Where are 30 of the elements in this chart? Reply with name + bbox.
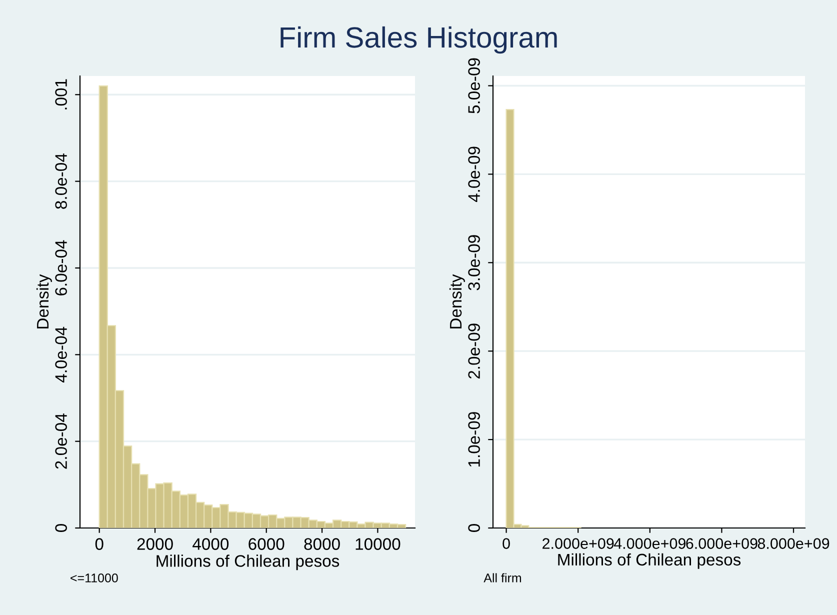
y-tick-label: 2.0e-04	[55, 414, 67, 469]
x-axis-title: Millions of Chilean pesos	[558, 553, 741, 569]
y-axis-title: Density	[449, 274, 465, 328]
x-tick-label: 8.000e+09	[758, 538, 830, 549]
y-tick-label: 8.0e-04	[55, 154, 67, 209]
x-tick-label: 2.000e+09	[542, 538, 614, 549]
chart-title: Firm Sales Histogram	[280, 26, 557, 54]
text: All firm	[484, 573, 522, 582]
x-tick-label: 8000	[304, 538, 340, 550]
y-tick-label: 0	[468, 524, 480, 532]
y-tick-label: 1.0e-09	[468, 412, 480, 467]
y-axis-title: Density	[36, 274, 52, 328]
y-tick-label: 4.0e-09	[468, 146, 480, 202]
text: <=11000	[70, 574, 118, 582]
y-tick-label: 5.0e-09	[468, 58, 480, 114]
x-tick-label: 10000	[356, 538, 400, 550]
x-tick-label: 0	[502, 538, 510, 549]
x-axis-title: Millions of Chilean pesos	[156, 554, 340, 570]
x-tick-label: 4000	[192, 538, 229, 550]
x-tick-label: 0	[95, 538, 104, 550]
x-tick-label: 4.000e+09	[614, 538, 686, 549]
y-tick-label: 3.0e-09	[468, 235, 480, 290]
y-tick-label: 0	[55, 524, 67, 532]
y-tick-label: 2.0e-09	[468, 324, 480, 379]
x-tick-label: 6000	[248, 538, 284, 550]
x-tick-label: 2000	[137, 538, 173, 550]
y-tick-label: 6.0e-04	[55, 240, 67, 296]
y-tick-label: .001	[55, 79, 67, 110]
y-tick-label: 4.0e-04	[55, 326, 67, 383]
x-tick-label: 6.000e+09	[686, 538, 758, 549]
